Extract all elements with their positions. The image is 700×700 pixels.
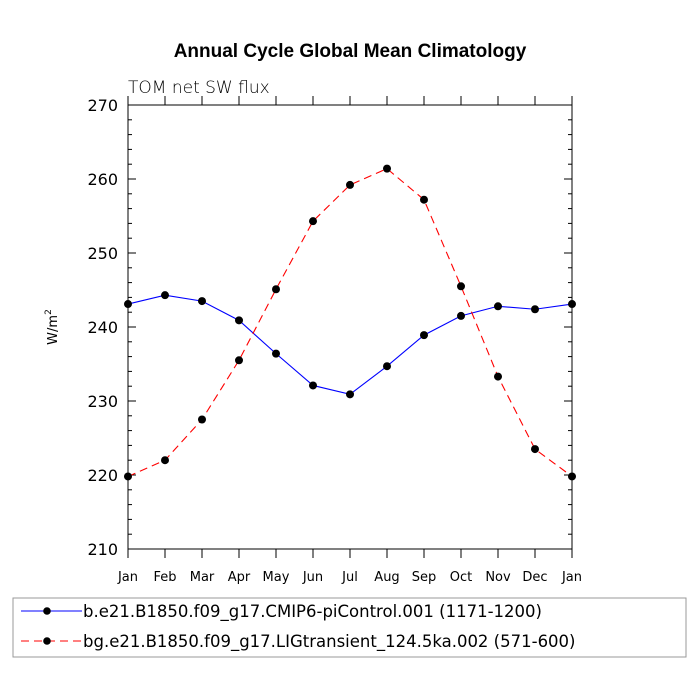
plot-frame <box>127 104 573 550</box>
legend-box <box>12 597 687 658</box>
chart-subtitle: TOM net SW flux <box>128 78 270 98</box>
y-tick-labels: 210 220 230 240 250 260 270 <box>87 96 118 559</box>
y-tick-label: 250 <box>87 244 118 263</box>
legend-marker-series-2 <box>43 637 51 645</box>
axis-ticks <box>127 96 573 558</box>
series-1-point <box>346 390 354 399</box>
x-tick-label: Oct <box>450 570 472 585</box>
series-line-2 <box>127 167 573 477</box>
series-1-point <box>420 331 428 340</box>
series-layer <box>124 164 576 481</box>
series-2-point <box>420 195 428 204</box>
x-tick-labels: Jan Feb Mar Apr May Jun Jul Aug Sep Oct Nov Dec Jan <box>117 570 582 585</box>
series-2-point <box>383 164 391 173</box>
series-1-point <box>457 311 465 320</box>
series-2-point <box>494 372 502 381</box>
x-tick-label: Sep <box>412 570 437 585</box>
x-tick-label: Apr <box>228 570 251 585</box>
series-2-point <box>198 415 206 424</box>
legend-marker-series-1 <box>43 607 51 615</box>
series-1-point <box>309 381 317 390</box>
series-2-point <box>457 282 465 291</box>
x-tick-label: Mar <box>190 570 215 585</box>
y-tick-label: 240 <box>87 318 118 337</box>
series-2-point <box>346 180 354 189</box>
y-axis-label-text: W/m <box>46 315 61 345</box>
x-tick-label: Jan <box>561 570 582 585</box>
x-tick-label: Feb <box>153 570 176 585</box>
series-1-point <box>531 305 539 314</box>
legend-label-series-1: b.e21.B1850.f09_g17.CMIP6-piControl.001 … <box>83 602 542 622</box>
series-1-point <box>272 349 280 358</box>
series-1-point <box>494 302 502 311</box>
x-tick-label: Dec <box>522 570 547 585</box>
svg-text:W/m2: W/m2 <box>44 309 61 345</box>
y-tick-label: 210 <box>87 540 118 559</box>
y-tick-label: 270 <box>87 96 118 115</box>
series-2-point <box>124 472 132 481</box>
legend: b.e21.B1850.f09_g17.CMIP6-piControl.001 … <box>12 597 687 658</box>
x-tick-label: Jul <box>341 570 358 585</box>
series-1-point <box>235 316 243 325</box>
series-1-point <box>161 291 169 300</box>
series-1-point <box>568 300 576 309</box>
chart-title: Annual Cycle Global Mean Climatology <box>174 41 527 62</box>
y-axis-label-superscript: 2 <box>44 309 54 315</box>
series-1-point <box>124 300 132 309</box>
series-2-point <box>161 456 169 465</box>
y-tick-label: 230 <box>87 392 118 411</box>
y-axis-label: W/m2 <box>44 309 61 345</box>
y-tick-label: 220 <box>87 466 118 485</box>
series-2-point <box>272 285 280 294</box>
series-2-point <box>531 445 539 454</box>
x-tick-label: Aug <box>374 570 399 585</box>
series-2-point <box>568 472 576 481</box>
series-1-point <box>198 297 206 306</box>
legend-label-series-2: bg.e21.B1850.f09_g17.LIGtransient_124.5k… <box>83 632 576 652</box>
y-tick-label: 260 <box>87 170 118 189</box>
series-1-point <box>383 362 391 371</box>
series-line-1 <box>127 294 573 395</box>
x-tick-label: Nov <box>485 570 511 585</box>
x-tick-label: Jan <box>117 570 138 585</box>
x-tick-label: Jun <box>302 570 323 585</box>
series-2-point <box>235 356 243 365</box>
series-2-point <box>309 217 317 226</box>
x-tick-label: May <box>263 570 290 585</box>
